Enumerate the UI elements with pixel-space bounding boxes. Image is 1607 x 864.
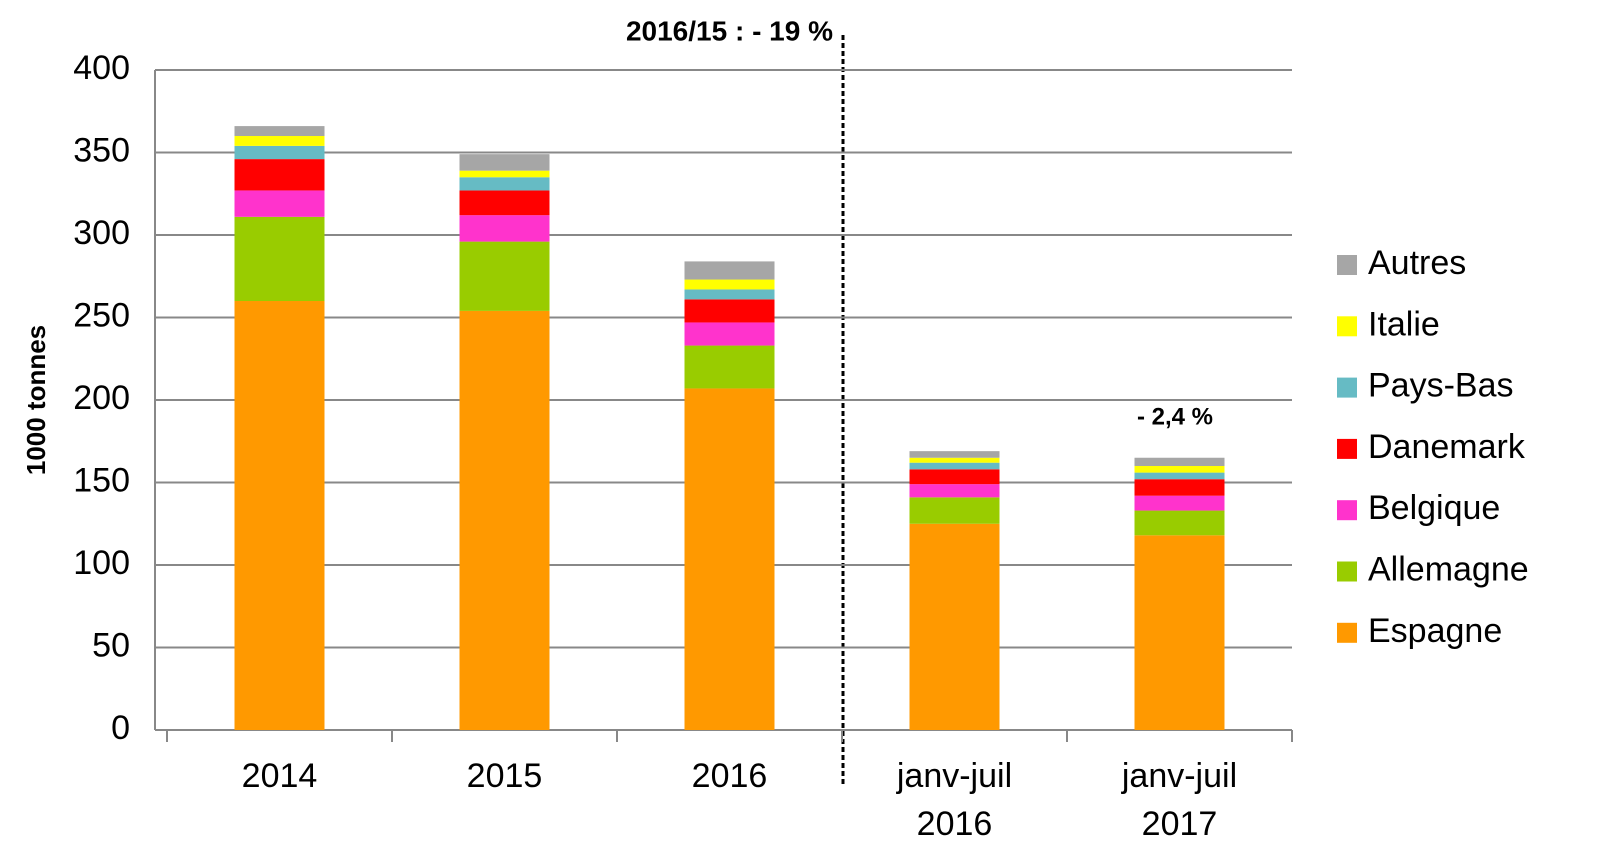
bar-segment [684,388,775,730]
bar-segment [684,289,775,300]
y-tick-label: 150 [73,461,130,499]
x-tick-label: 2015 [467,757,543,795]
legend-swatch [1337,316,1357,337]
bar-segment [909,523,1000,730]
legend-swatch [1337,255,1357,275]
annotation: - 2,4 % [1137,403,1213,430]
legend-swatch [1337,561,1357,582]
bar-segment [459,177,550,191]
legend-label: Espagne [1368,612,1502,650]
bar-segment [234,190,325,217]
legend-swatch [1337,438,1357,459]
bar-segment [234,301,325,730]
bar-segment [909,497,1000,524]
bar-segment [684,299,775,323]
bar-segment [684,322,775,346]
bar-segment [1134,495,1225,511]
y-tick-label: 300 [73,214,130,252]
bar-segment [1134,479,1225,496]
bar-segment [459,241,550,311]
y-tick-label: 400 [73,49,130,87]
bar-segment [1134,466,1225,473]
annotation: 2016/15 : - 19 % [626,15,833,46]
x-tick-label: 2014 [242,757,318,795]
y-tick-label: 0 [111,709,130,747]
bar-segment [459,310,550,730]
bar-segment [459,215,550,242]
bar-segment [684,345,775,389]
bar-segment [909,462,1000,470]
bar-segment [234,126,325,136]
y-tick-label: 50 [92,626,130,664]
legend-label: Pays-Bas [1368,367,1514,405]
bar-segment [909,457,1000,463]
bar-segment [1134,457,1225,466]
legend-swatch [1337,622,1357,643]
x-tick-label: 2016 [692,757,768,795]
bar-segment [234,145,325,160]
bar-segment [1134,510,1225,536]
bar-segment [909,451,1000,458]
bar-segment [1134,535,1225,730]
legend-label: Belgique [1368,489,1500,527]
y-tick-label: 200 [73,379,130,417]
bar-segment [459,170,550,178]
legend-label: Allemagne [1368,550,1529,588]
y-tick-label: 100 [73,544,130,582]
legend-label: Italie [1368,305,1440,343]
bar-segment [684,279,775,290]
bar-segment [459,190,550,216]
y-axis-label: 1000 tonnes [21,325,51,475]
y-tick-label: 350 [73,131,130,169]
bar-segment [234,216,325,301]
legend-label: Danemark [1368,428,1526,466]
bar-segment [234,159,325,191]
bar-segment [1134,472,1225,480]
bar-segment [909,484,1000,498]
legend-label: Autres [1368,244,1466,282]
bar-segment [234,136,325,146]
x-tick-label: janv-juil 2016 [896,757,1012,843]
x-tick-label: janv-juil 2017 [1121,757,1237,843]
bar-segment [684,261,775,280]
legend-swatch [1337,377,1357,398]
legend-swatch [1337,500,1357,521]
bar-segment [459,154,550,171]
bar-segment [909,469,1000,485]
y-tick-label: 250 [73,296,130,334]
